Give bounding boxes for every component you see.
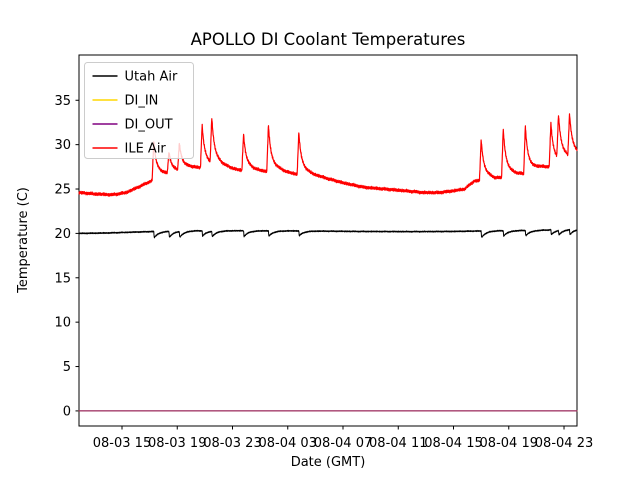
y-tick-label: 15 [54, 271, 71, 286]
series-line-ile-air [78, 113, 578, 197]
legend: Utah Air DI_IN DI_OUT ILE Air [84, 62, 194, 159]
legend-entry-label: ILE Air [125, 142, 167, 157]
series-line-utah-air [78, 228, 578, 239]
x-axis-label: Date (GMT) [291, 455, 366, 470]
legend-entry: DI_IN [92, 94, 159, 109]
x-tick-label: 08-03 23 [203, 436, 261, 451]
y-tick-label: 0 [63, 404, 71, 419]
x-tick-label: 08-04 23 [535, 436, 593, 451]
x-tick-label: 08-04 19 [480, 436, 538, 451]
chart-title: APOLLO DI Coolant Temperatures [191, 30, 466, 49]
legend-entry-label: DI_IN [125, 94, 159, 109]
y-tick-label: 10 [54, 316, 71, 331]
legend-entry: DI_OUT [92, 118, 173, 133]
x-tick-label: 08-03 19 [148, 436, 206, 451]
y-tick-label: 5 [63, 360, 71, 375]
x-tick-label: 08-04 15 [424, 436, 482, 451]
series-lines [78, 113, 578, 412]
y-tick-label: 20 [54, 227, 71, 242]
legend-entry-label: Utah Air [125, 70, 178, 85]
legend-frame [84, 62, 194, 159]
legend-entry: ILE Air [92, 142, 167, 157]
x-tick-label: 08-04 07 [314, 436, 372, 451]
y-axis-label: Temperature (C) [16, 187, 31, 294]
x-tick-label: 08-04 03 [259, 436, 317, 451]
legend-entry: Utah Air [92, 70, 178, 85]
y-tick-label: 25 [54, 183, 71, 198]
y-tick-label: 35 [54, 94, 71, 109]
legend-entry-label: DI_OUT [125, 118, 173, 133]
y-tick-label: 30 [54, 138, 71, 153]
y-axis: 0 5 10 15 20 25 30 35 [54, 94, 79, 419]
plot-border [78, 54, 578, 427]
x-tick-label: 08-04 11 [369, 436, 427, 451]
x-tick-label: 08-03 15 [93, 436, 151, 451]
